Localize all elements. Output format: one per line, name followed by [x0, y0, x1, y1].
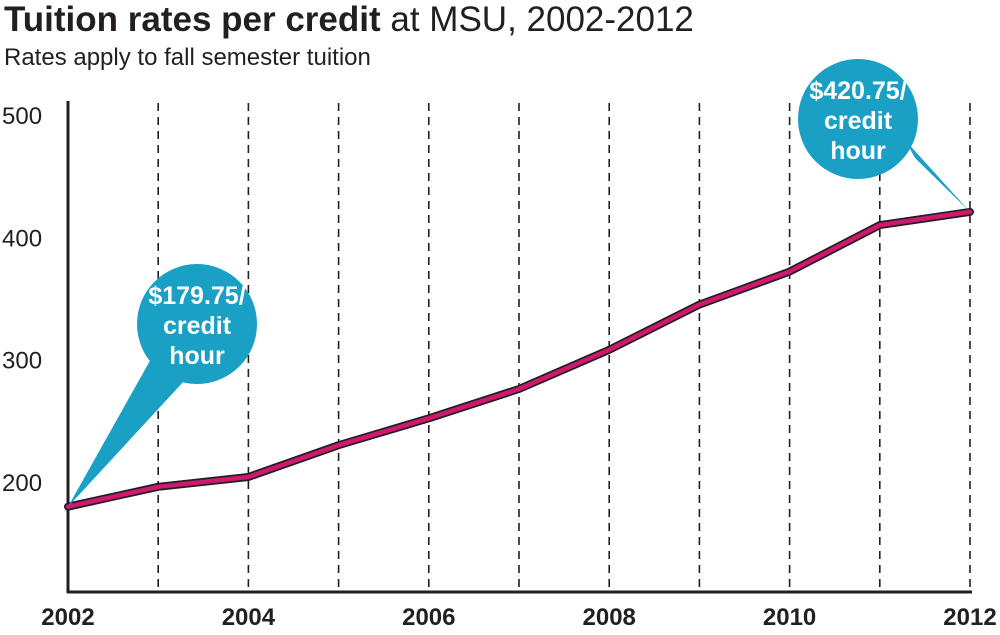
y-tick-labels: 200 300 400 500: [2, 103, 42, 497]
y-tick-label-500: 500: [2, 103, 42, 130]
callout-text-2012-line-3: hour: [830, 137, 886, 165]
callout-text-2002-line-2: credit: [163, 312, 232, 340]
chart-title: Tuition rates per credit at MSU, 2002-20…: [4, 0, 694, 40]
chart-subtitle: Rates apply to fall semester tuition: [4, 44, 371, 71]
y-tick-label-400: 400: [2, 225, 42, 252]
callout-bubble-2002: [137, 264, 257, 384]
callout-tail-2002: [68, 350, 185, 507]
callout-text-2002-line-1: $179.75/: [148, 282, 245, 310]
x-tick-label-2002: 2002: [41, 604, 94, 631]
axes: [66, 101, 972, 594]
callout-text-2012-line-2: credit: [824, 107, 893, 135]
x-tick-label-2012: 2012: [943, 604, 996, 631]
x-tick-label-2006: 2006: [402, 604, 455, 631]
y-tick-label-200: 200: [2, 470, 42, 497]
callout-text-2012-line-1: $420.75/: [809, 77, 906, 105]
callout-bubble-2012: [798, 59, 918, 179]
x-tick-label-2010: 2010: [763, 604, 816, 631]
chart-title-bold: Tuition rates per credit: [4, 0, 381, 39]
callout-tail-2012: [905, 140, 970, 212]
x-tick-labels: 2002 2004 2006 2008 2010 2012: [41, 604, 996, 631]
chart-title-rest: at MSU, 2002-2012: [380, 0, 694, 39]
x-tick-label-2004: 2004: [222, 604, 276, 631]
series-tuition: [64, 207, 974, 511]
y-tick-label-300: 300: [2, 348, 42, 375]
x-tick-label-2008: 2008: [583, 604, 636, 631]
callout-text-2002-line-3: hour: [169, 342, 225, 370]
